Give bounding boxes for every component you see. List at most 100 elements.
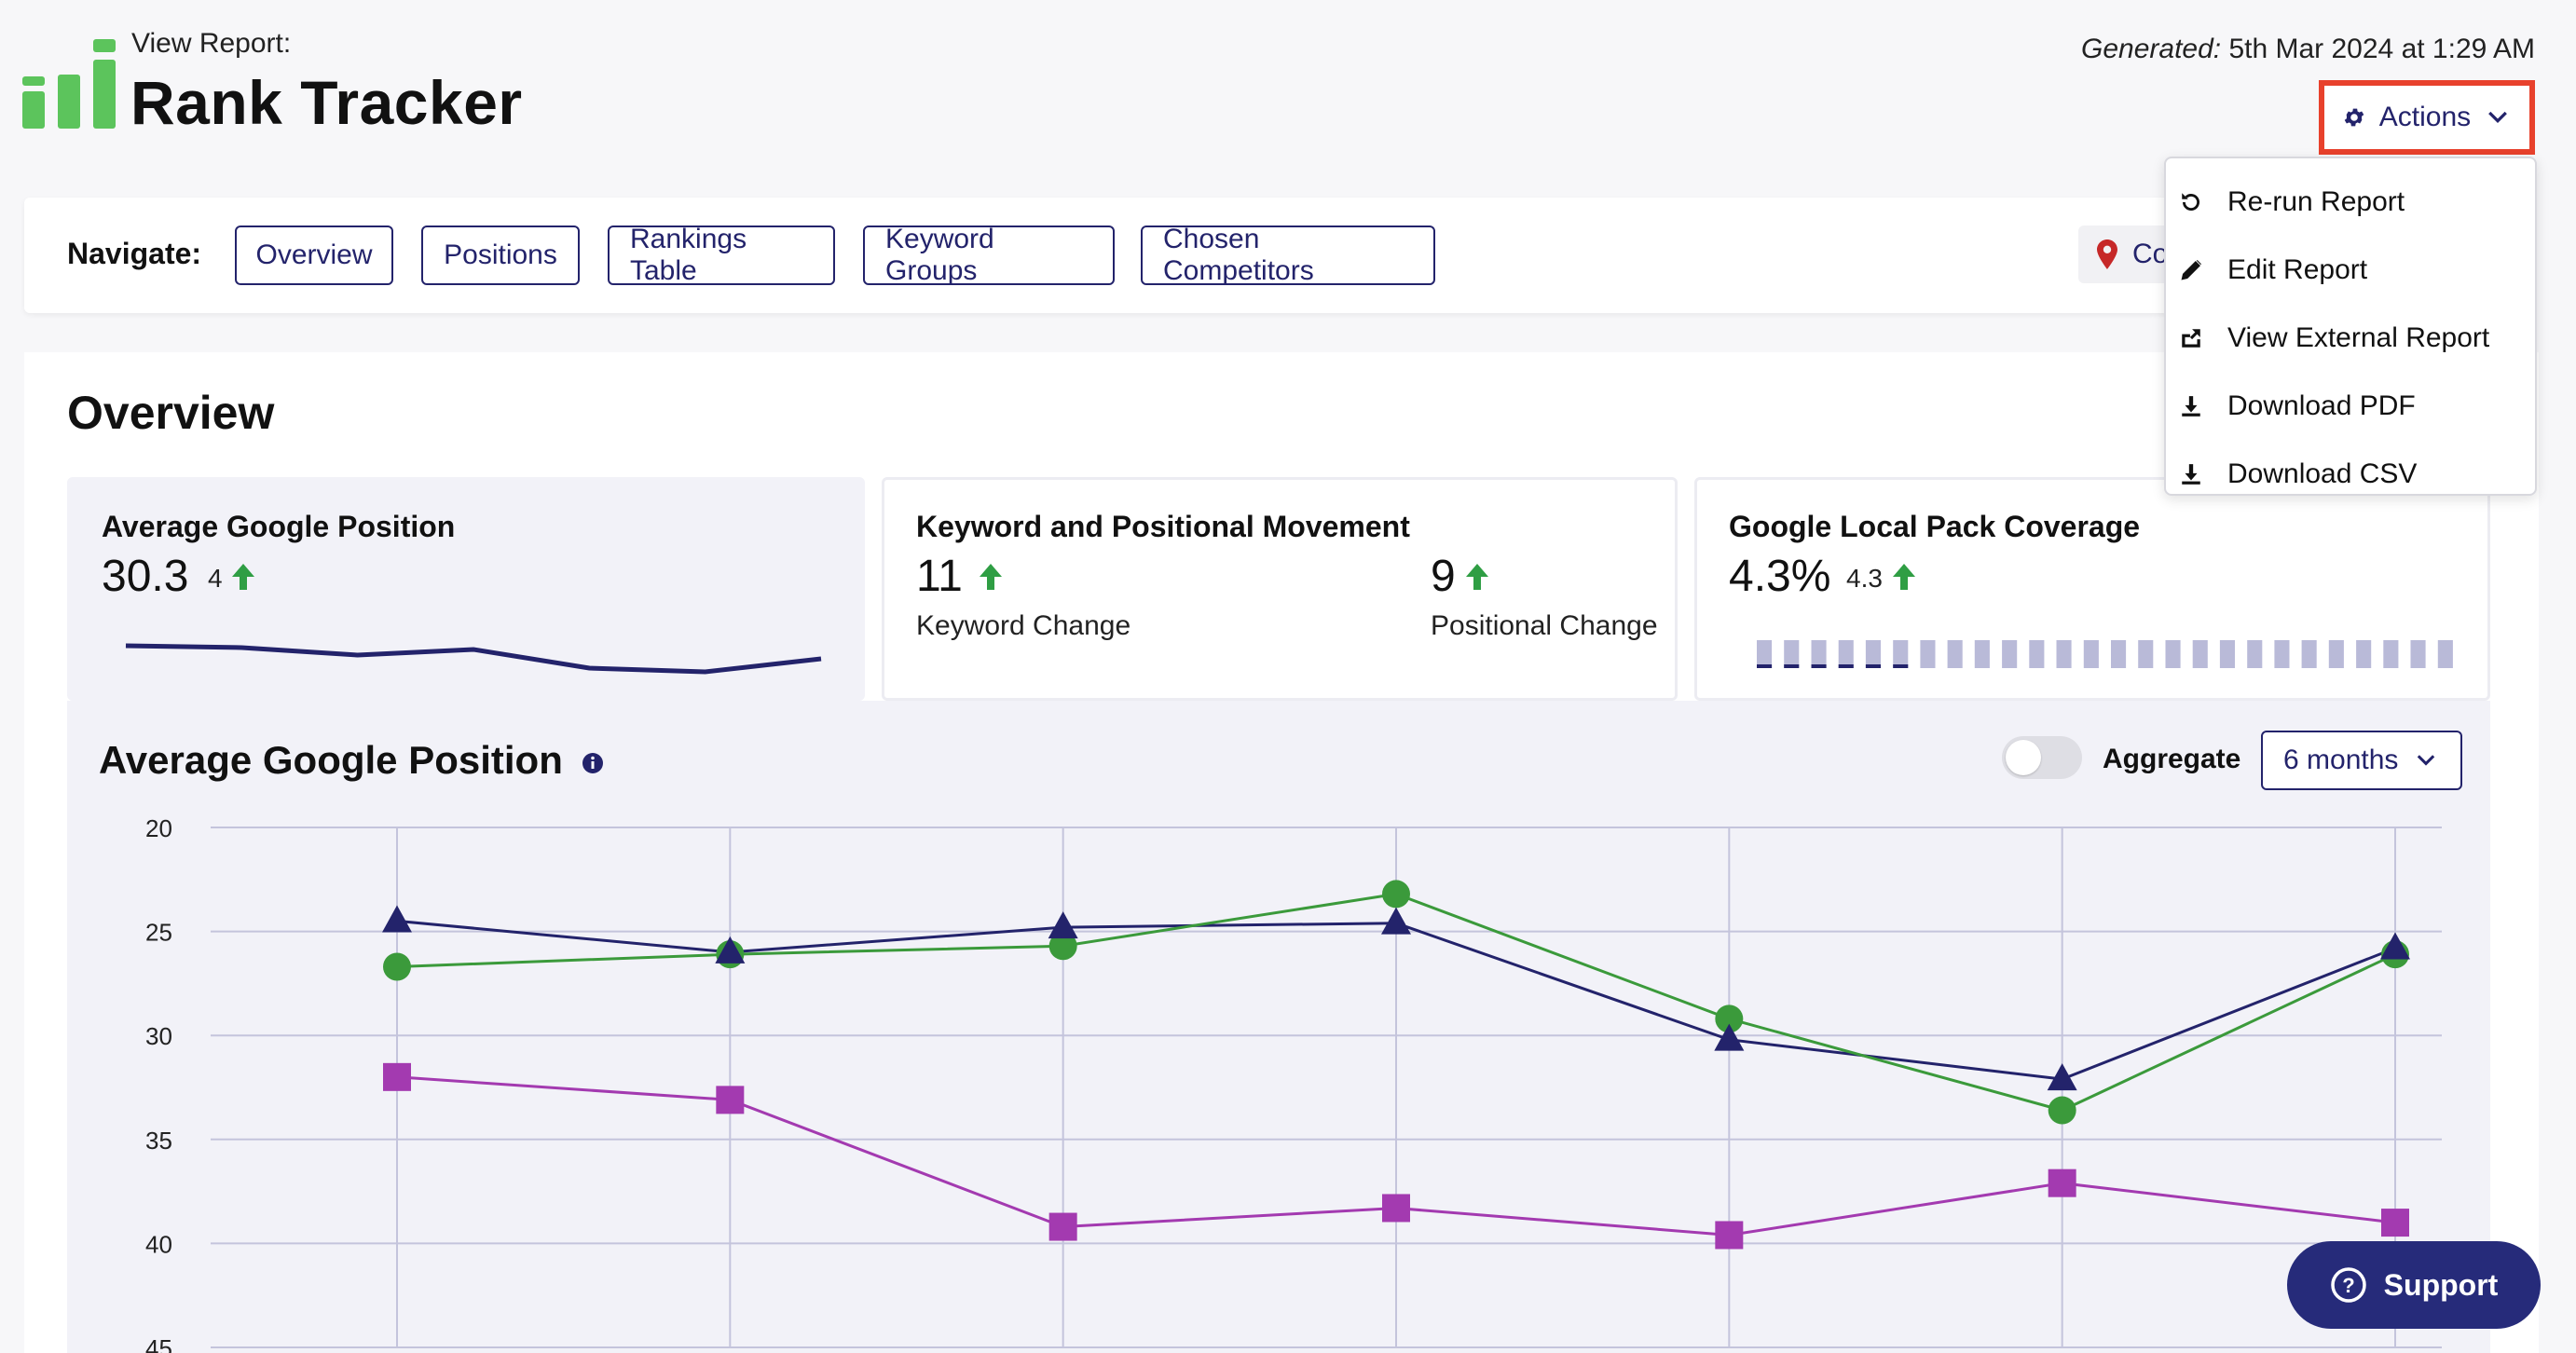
menu-item-label: Download CSV <box>2227 458 2418 489</box>
positional-change-label: Positional Change <box>1431 610 1658 641</box>
page-title: Rank Tracker <box>130 68 523 137</box>
coverage-bar <box>2138 640 2154 668</box>
y-tick-label: 45 <box>145 1334 172 1353</box>
coverage-bar <box>2002 640 2018 668</box>
movement-card[interactable]: Keyword and Positional Movement 11 Keywo… <box>882 477 1678 701</box>
data-point[interactable] <box>382 905 412 933</box>
coverage-bar <box>1838 640 1854 668</box>
nav-chosen-competitors-button[interactable]: Chosen Competitors <box>1141 224 1435 286</box>
menu-item-download-csv[interactable]: Download CSV <box>2179 444 2524 505</box>
positional-change-value: 9 <box>1431 552 1456 601</box>
time-range-value: 6 months <box>2283 745 2399 775</box>
pencil-icon <box>2181 260 2201 280</box>
external-link-icon <box>2182 329 2200 348</box>
coverage-bar <box>2111 640 2127 668</box>
rerun-icon <box>2182 193 2199 211</box>
chevron-down-icon <box>2488 111 2508 124</box>
navigate-label: Navigate: <box>67 237 202 270</box>
aggregate-toggle[interactable] <box>2002 736 2082 779</box>
local-pack-card-title: Google Local Pack Coverage <box>1729 510 2141 543</box>
support-button[interactable]: ? Support <box>2287 1241 2541 1329</box>
coverage-bar <box>2056 640 2072 668</box>
data-point[interactable] <box>1381 907 1411 935</box>
avg-position-sparkline <box>125 643 822 675</box>
data-point[interactable] <box>1048 1212 1077 1241</box>
coverage-bar <box>2328 640 2344 668</box>
local-pack-card[interactable]: Google Local Pack Coverage 4.3% 4.3 <box>1694 477 2490 701</box>
local-pack-change: 4.3 <box>1846 564 1883 593</box>
menu-item-label: Re-run Report <box>2227 186 2405 217</box>
local-pack-value: 4.3% <box>1729 552 1831 601</box>
menu-item-download-pdf[interactable]: Download PDF <box>2179 376 2524 437</box>
coverage-bars <box>1757 640 2453 668</box>
data-point[interactable] <box>1048 932 1077 961</box>
avg-position-change: 4 <box>208 564 223 593</box>
overview-title: Overview <box>67 387 275 439</box>
arrow-up-icon <box>980 564 1002 590</box>
menu-item-edit-report[interactable]: Edit Report <box>2179 239 2524 301</box>
download-icon <box>2182 396 2200 417</box>
y-tick-label: 30 <box>145 1022 172 1050</box>
coverage-bar <box>2383 640 2399 668</box>
data-point[interactable] <box>716 1086 745 1114</box>
chart-title-text: Average Google Position <box>99 738 563 782</box>
data-point[interactable] <box>1048 911 1078 939</box>
data-point[interactable] <box>2047 1063 2077 1091</box>
data-point[interactable] <box>2380 932 2410 960</box>
coverage-bar <box>2247 640 2263 668</box>
chevron-down-icon <box>2418 755 2435 766</box>
menu-item-rerun-report[interactable]: Re-run Report <box>2179 171 2524 233</box>
view-report-label: View Report: <box>131 28 292 59</box>
keyword-change-value: 11 <box>916 552 963 601</box>
support-label: Support <box>2383 1267 2499 1302</box>
coverage-bar <box>2192 640 2208 668</box>
avg-position-card-title: Average Google Position <box>102 510 456 543</box>
aggregate-label: Aggregate <box>2103 744 2241 774</box>
coverage-bar <box>1757 640 1773 668</box>
time-range-select[interactable]: 6 months <box>2261 731 2462 790</box>
coverage-bar <box>1811 640 1827 668</box>
coverage-bar <box>1974 640 1990 668</box>
avg-position-card[interactable]: Average Google Position 30.3 4 <box>67 477 865 701</box>
arrow-up-icon <box>1466 564 1488 590</box>
generated-label: Generated: <box>2081 34 2222 64</box>
data-point[interactable] <box>2048 1096 2076 1125</box>
data-point[interactable] <box>2381 1209 2409 1237</box>
data-point[interactable] <box>715 936 746 964</box>
y-tick-label: 25 <box>145 919 172 947</box>
location-label: Co <box>2132 239 2169 269</box>
navigate-bar: Navigate: Overview Positions Rankings Ta… <box>24 198 2196 313</box>
data-point[interactable] <box>1382 1194 1410 1223</box>
coverage-bar <box>2410 640 2426 668</box>
menu-item-label: Edit Report <box>2227 254 2368 285</box>
question-icon: ? <box>2330 1267 2366 1303</box>
avg-position-value: 30.3 <box>102 552 189 601</box>
data-point[interactable] <box>1382 880 1410 909</box>
actions-dropdown-menu: Re-run Report Edit Report View External … <box>2164 157 2537 496</box>
coverage-bar-fill <box>1757 664 1773 668</box>
generated-timestamp: Generated: 5th Mar 2024 at 1:29 AM <box>1696 34 2535 65</box>
coverage-bar <box>2274 640 2290 668</box>
nav-positions-button[interactable]: Positions <box>421 226 580 285</box>
nav-overview-button[interactable]: Overview <box>235 226 393 285</box>
actions-label: Actions <box>2378 102 2472 132</box>
data-point[interactable] <box>1714 1023 1745 1051</box>
y-tick-label: 35 <box>145 1127 172 1155</box>
nav-rankings-table-button[interactable]: Rankings Table <box>608 224 835 286</box>
info-icon[interactable] <box>582 752 604 774</box>
data-point[interactable] <box>2048 1168 2076 1197</box>
coverage-bar-fill <box>1865 664 1881 668</box>
chart-title: Average Google Position <box>99 738 604 783</box>
y-tick-label: 20 <box>145 814 172 842</box>
data-point[interactable] <box>1715 1221 1744 1250</box>
menu-item-label: Download PDF <box>2227 390 2416 421</box>
data-point[interactable] <box>383 952 411 981</box>
coverage-bar <box>2165 640 2181 668</box>
menu-item-view-external-report[interactable]: View External Report <box>2179 308 2524 369</box>
svg-text:?: ? <box>2342 1274 2354 1297</box>
nav-keyword-groups-button[interactable]: Keyword Groups <box>863 224 1115 286</box>
data-point[interactable] <box>1715 1004 1744 1033</box>
coverage-bar <box>1920 640 1936 668</box>
data-point[interactable] <box>383 1062 411 1091</box>
actions-button[interactable]: Actions <box>2319 80 2535 155</box>
